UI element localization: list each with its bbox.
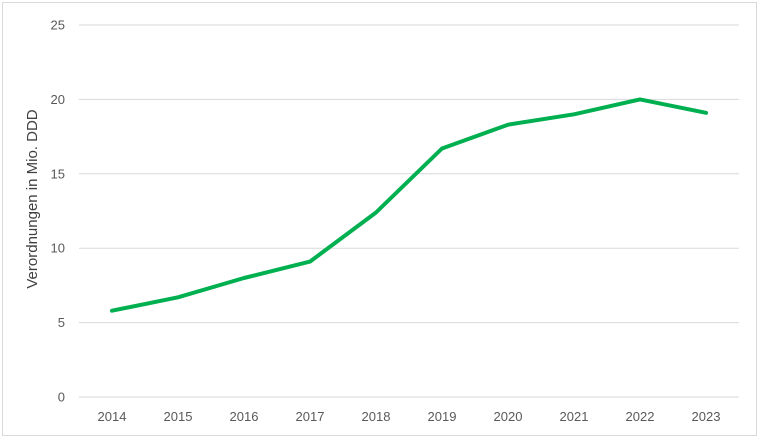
- y-tick-label: 0: [58, 390, 65, 405]
- data-point: [176, 295, 180, 299]
- data-point: [242, 276, 246, 280]
- x-tick-label: 2015: [164, 409, 193, 424]
- x-tick-label: 2014: [98, 409, 127, 424]
- y-axis-title: Verordnungen in Mio. DDD: [24, 109, 41, 288]
- y-tick-label: 15: [51, 166, 65, 181]
- x-tick-label: 2021: [560, 409, 589, 424]
- chart-frame: [2, 2, 757, 436]
- x-tick-label: 2018: [362, 409, 391, 424]
- x-axis-ticks: 2014 2015 2016 2017 2018 2019 2020 2021 2022 2023: [98, 409, 721, 424]
- data-point: [440, 147, 444, 151]
- x-tick-label: 2016: [230, 409, 259, 424]
- x-tick-label: 2020: [494, 409, 523, 424]
- gridlines: [79, 24, 739, 398]
- x-tick-label: 2022: [626, 409, 655, 424]
- data-point: [374, 210, 378, 214]
- series-line: [110, 97, 708, 313]
- data-point: [110, 309, 114, 313]
- x-tick-label: 2023: [692, 409, 721, 424]
- series-layer: [110, 97, 708, 313]
- data-point: [506, 123, 510, 127]
- x-tick-label: 2017: [296, 409, 325, 424]
- y-tick-label: 20: [51, 92, 65, 107]
- y-tick-label: 25: [51, 18, 65, 33]
- data-point: [572, 112, 576, 116]
- x-tick-label: 2019: [428, 409, 457, 424]
- y-tick-label: 5: [58, 315, 65, 330]
- y-tick-label: 10: [51, 241, 65, 256]
- data-point: [308, 260, 312, 264]
- data-point: [638, 97, 642, 101]
- data-point: [704, 111, 708, 115]
- y-axis-ticks: 0 5 10 15 20 25: [51, 18, 65, 405]
